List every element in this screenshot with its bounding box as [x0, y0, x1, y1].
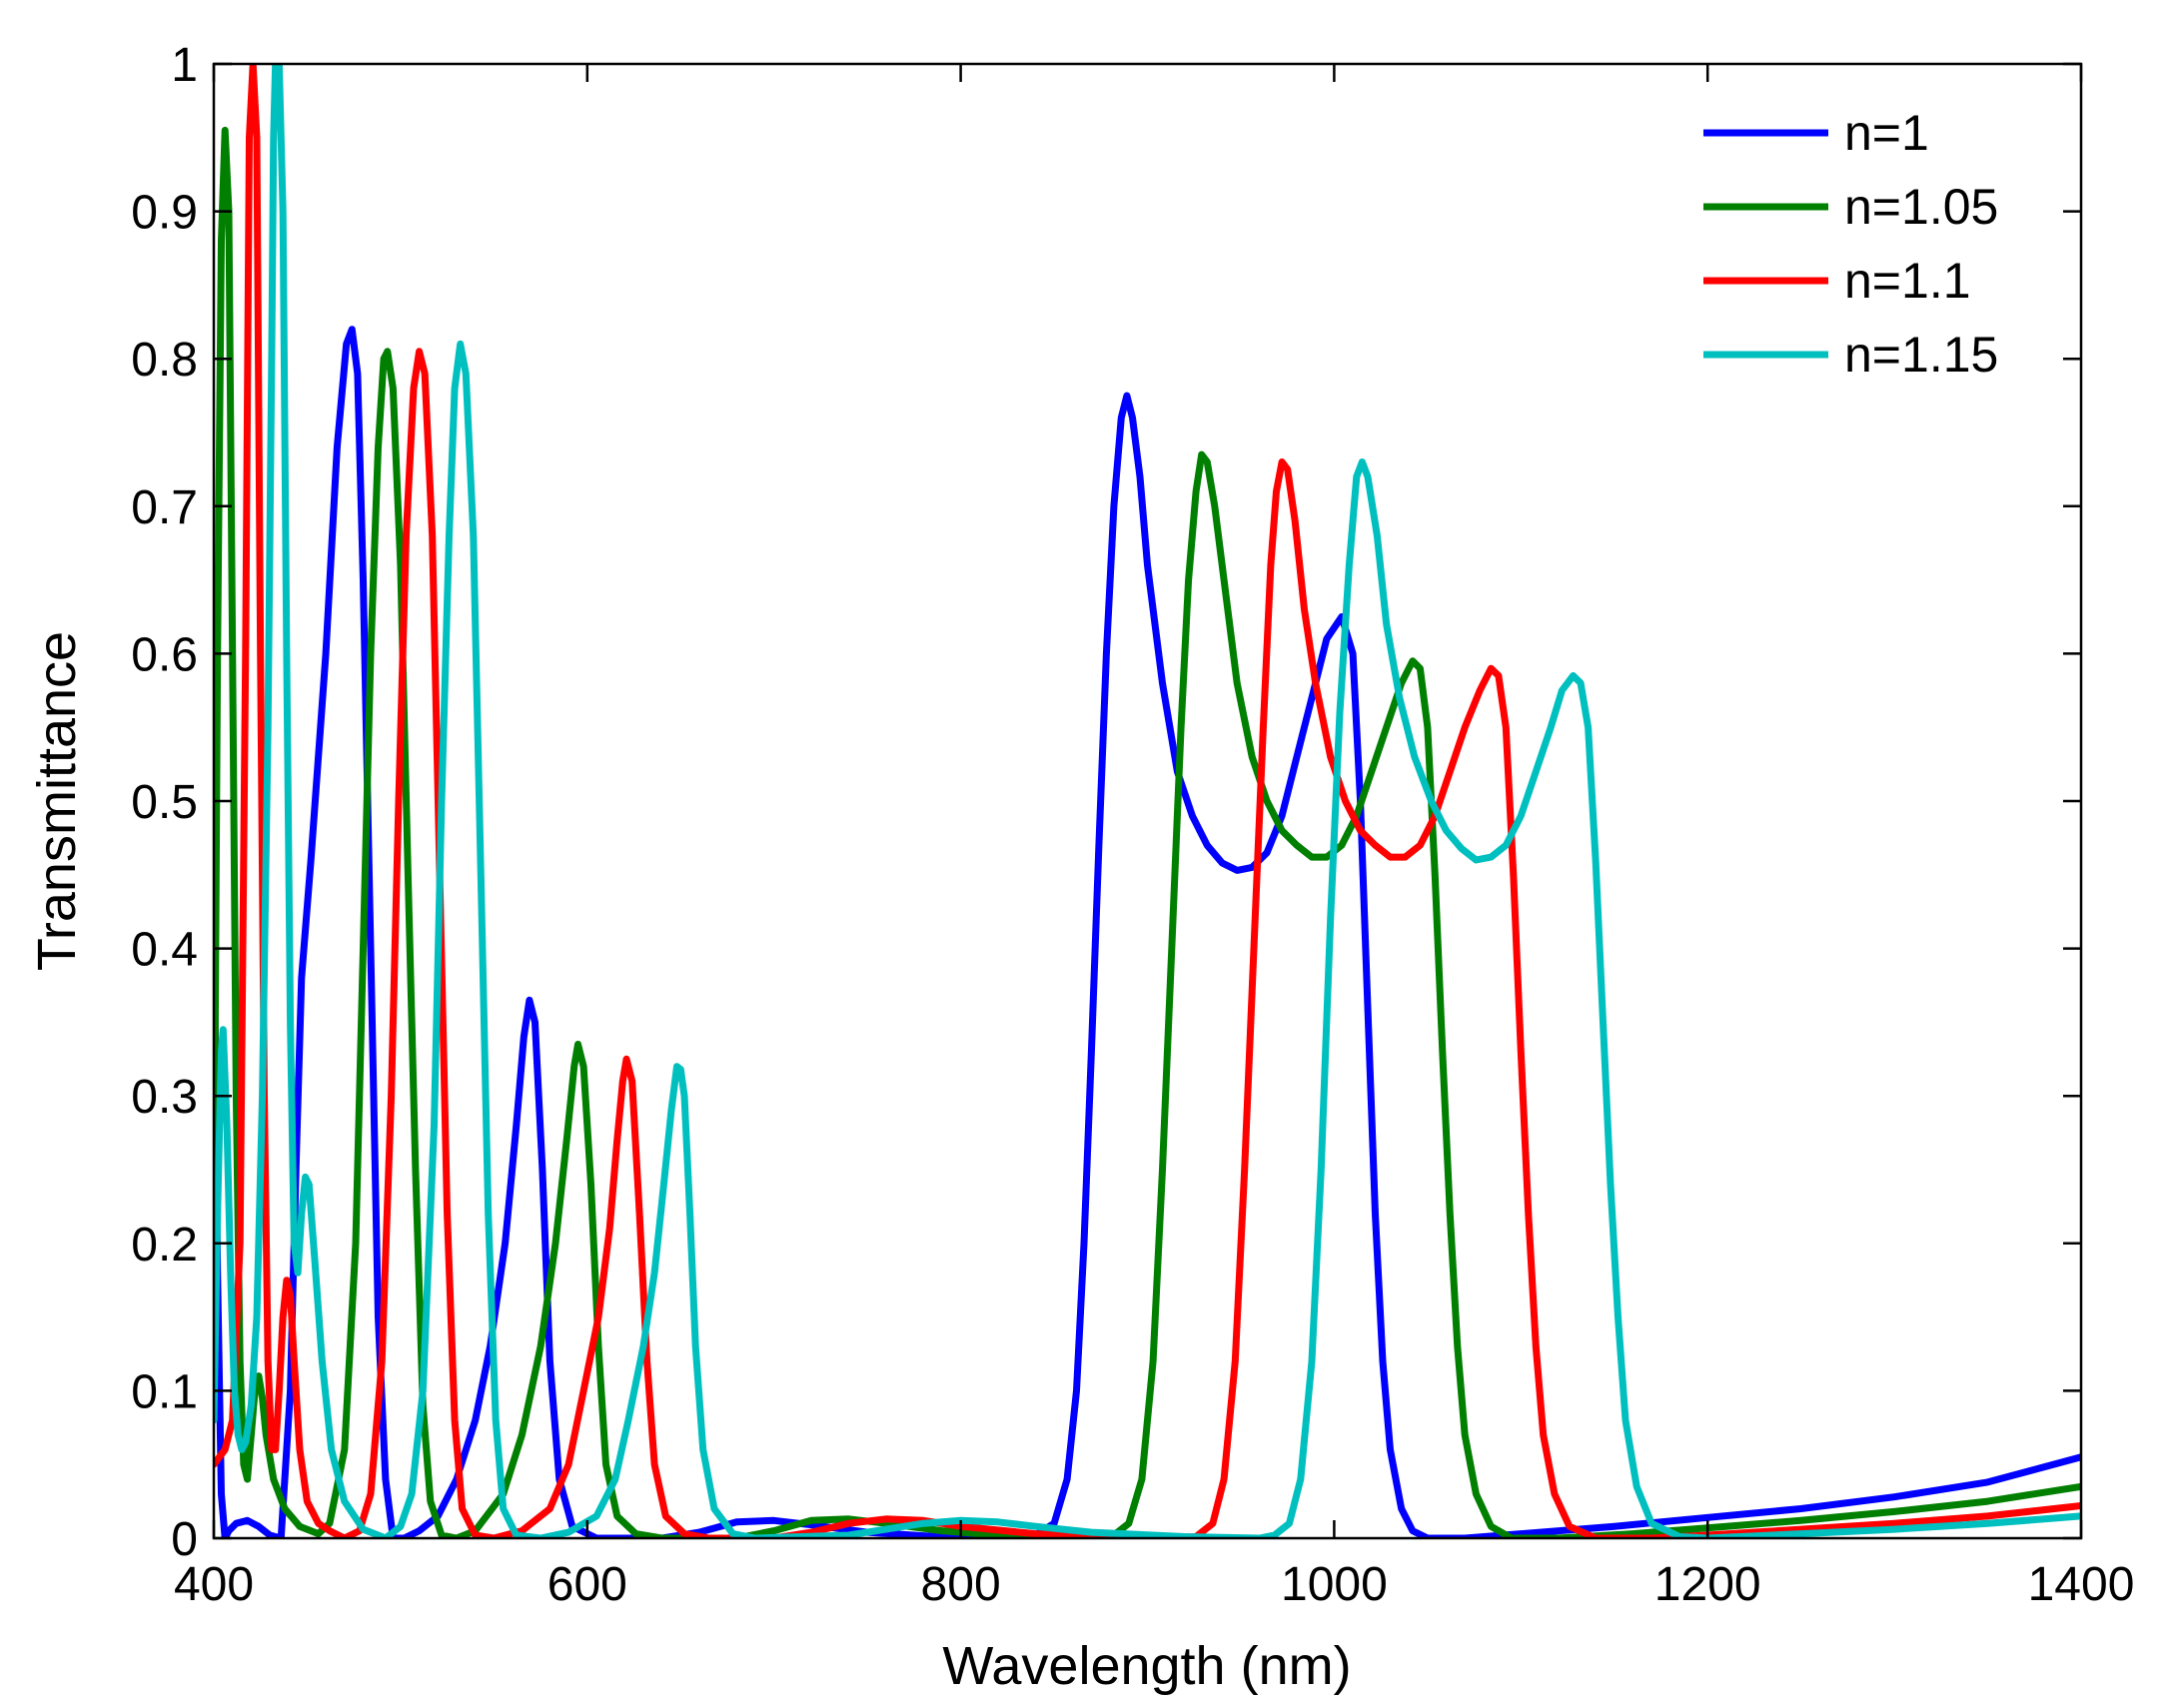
- series-line-4: [214, 64, 2081, 1538]
- series-group: [214, 64, 2081, 1538]
- x-tick-label: 800: [921, 1558, 1001, 1611]
- series-line-3: [214, 64, 2081, 1538]
- y-tick-label: 0.8: [131, 334, 198, 387]
- x-tick-label: 400: [174, 1558, 254, 1611]
- legend-label-4: n=1.15: [1844, 327, 1998, 383]
- plot-frame: [212, 62, 2083, 1540]
- legend: n=1 n=1.05 n=1.1 n=1.15: [1703, 105, 1998, 383]
- y-tick-label: 0.3: [131, 1071, 198, 1124]
- y-tick-label: 0.6: [131, 628, 198, 681]
- y-tick-label: 0: [171, 1513, 198, 1566]
- x-tick-label: 1400: [2028, 1558, 2135, 1611]
- x-axis-title: Wavelength (nm): [942, 1636, 1351, 1696]
- series-line-2: [214, 126, 2081, 1538]
- y-tick-label: 0.1: [131, 1365, 198, 1418]
- y-tick-label: 0.7: [131, 481, 198, 534]
- y-tick-label: 0.5: [131, 776, 198, 829]
- x-tick-label: 1200: [1654, 1558, 1761, 1611]
- y-tick-label: 0.4: [131, 924, 198, 977]
- y-axis-title: Transmittance: [27, 631, 87, 971]
- tick-labels: 400 600 800 1000 1200 1400 0 0.1 0.2 0.3 0.4 0.5 0.6…: [131, 39, 2134, 1611]
- x-tick-label: 1000: [1281, 1558, 1388, 1611]
- plot-background: [214, 64, 2081, 1538]
- legend-label-3: n=1.1: [1844, 253, 1971, 309]
- y-tick-label: 0.9: [131, 187, 198, 240]
- y-tick-label: 1: [171, 39, 198, 92]
- legend-label-1: n=1: [1844, 105, 1929, 161]
- legend-label-2: n=1.05: [1844, 179, 1998, 235]
- y-tick-label: 0.2: [131, 1219, 198, 1272]
- x-tick-label: 600: [547, 1558, 627, 1611]
